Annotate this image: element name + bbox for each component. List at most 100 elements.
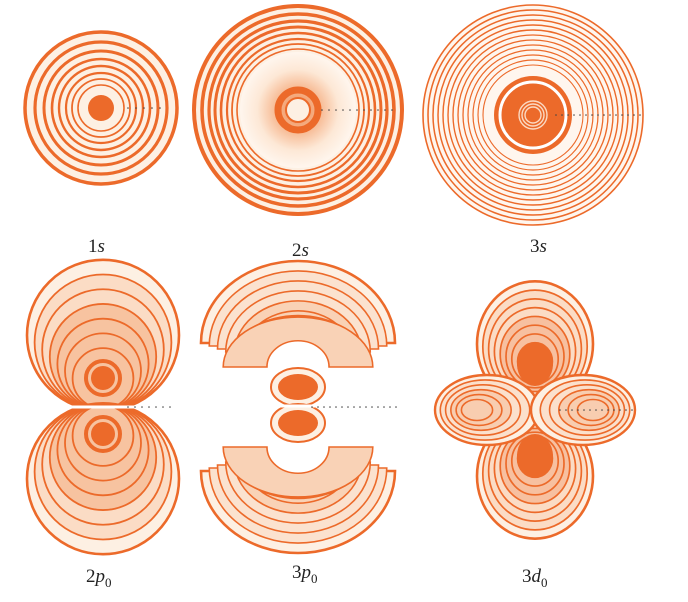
axis-dot [591, 114, 593, 116]
contour-ring [462, 44, 604, 186]
axis-dot [639, 114, 641, 116]
orbital-3p0 [199, 259, 397, 555]
upper-outer-lobe [199, 259, 397, 368]
label-3d0: 3d0 [522, 566, 548, 590]
axis-dot [151, 107, 153, 109]
lower-lobe [25, 402, 181, 556]
contour-ring [33, 40, 169, 176]
core-band [505, 87, 561, 143]
contour-ring [213, 25, 383, 195]
axis-dot [579, 114, 581, 116]
axis-dot [141, 406, 143, 408]
contour-ring [192, 4, 404, 216]
lobe-core [517, 342, 553, 386]
axis-dot [609, 114, 611, 116]
axis-dot [311, 406, 313, 408]
contour-ring [207, 19, 389, 201]
orbital-1s [23, 30, 179, 186]
axis-dot [134, 406, 136, 408]
core-ring [524, 106, 542, 124]
axis-dot [159, 107, 161, 109]
axis-dot [395, 406, 397, 408]
axis-dot [583, 409, 585, 411]
inner-lower-core [278, 410, 318, 436]
label-2p0: 2p0 [86, 566, 112, 590]
contour-ring [432, 14, 634, 216]
contour-ring [422, 4, 644, 226]
axis-dot [349, 109, 351, 111]
label-2s: 2s [292, 240, 309, 261]
axis-dot [633, 114, 635, 116]
axis-dot [329, 406, 331, 408]
axis-dot [359, 406, 361, 408]
contour-ring [71, 78, 131, 138]
label-3p0: 3p0 [292, 562, 318, 586]
axis-dot [585, 114, 587, 116]
contour [222, 446, 374, 498]
axis-dot [162, 406, 164, 408]
contour-ring [442, 24, 624, 206]
contour-ring [23, 30, 179, 186]
contour-ring [452, 34, 614, 196]
axis-dot [559, 409, 561, 411]
lower-outer-lobe [199, 446, 397, 555]
axis-dot [321, 109, 323, 111]
axis-dot [607, 409, 609, 411]
contour-ring [427, 9, 639, 221]
axis-dot [169, 406, 171, 408]
axis-dot [577, 409, 579, 411]
axis-dot [335, 406, 337, 408]
axis-dot [601, 409, 603, 411]
orbital-3d0 [433, 280, 637, 540]
right-lobe [529, 373, 637, 447]
nucleus-core [88, 95, 114, 121]
core-ring [518, 100, 548, 130]
contour-ring [225, 37, 371, 183]
axis-dot [383, 406, 385, 408]
axis-dot [597, 114, 599, 116]
contour-ring [472, 54, 594, 176]
contour-ring [457, 39, 609, 191]
axis-dot [143, 107, 145, 109]
axis-dot [127, 107, 129, 109]
contour-ring [42, 49, 160, 167]
axis-dot [603, 114, 605, 116]
label-3s: 3s [530, 236, 547, 257]
lobe-ring [84, 359, 122, 397]
contour-ring [50, 57, 152, 159]
axis-dot [335, 109, 337, 111]
core-ring [521, 103, 545, 127]
axis-dot [621, 114, 623, 116]
axis-dot [356, 109, 358, 111]
axis-dot [377, 109, 379, 111]
axis-dot [619, 409, 621, 411]
contour-ring [57, 64, 145, 152]
axis-dot [615, 114, 617, 116]
axis-dot [377, 406, 379, 408]
upper-lobe [475, 280, 595, 408]
axis-dot [391, 109, 393, 111]
axis-dot [328, 109, 330, 111]
axis-dot [371, 406, 373, 408]
lobe-core [91, 422, 115, 446]
upper-lobe [25, 258, 181, 412]
lower-lobe [475, 412, 595, 540]
orbital-2s [192, 4, 404, 216]
contour-ring [477, 59, 589, 171]
axis-dot [148, 406, 150, 408]
axis-dot [370, 109, 372, 111]
axis-dot [384, 109, 386, 111]
axis-dot [561, 114, 563, 116]
contour-ring [219, 31, 377, 189]
orbital-2p0 [25, 258, 181, 556]
axis-dot [127, 406, 129, 408]
axis-dot [565, 409, 567, 411]
orbital-3s [422, 4, 644, 226]
lobe-core [517, 434, 553, 478]
contour [460, 398, 494, 422]
lobe-core [91, 366, 115, 390]
axis-dot [363, 109, 365, 111]
inner-node [285, 97, 311, 123]
left-lobe [433, 373, 541, 447]
